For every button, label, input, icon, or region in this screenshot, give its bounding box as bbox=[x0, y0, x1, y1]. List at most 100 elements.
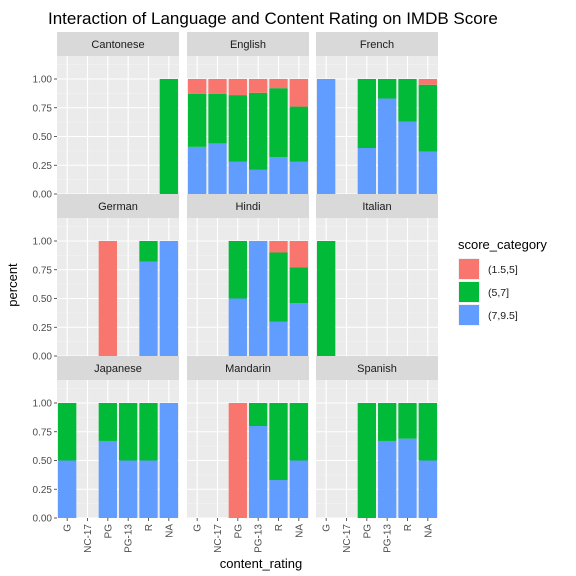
legend-entry-1-5-5: (1.5,5] bbox=[458, 258, 518, 280]
x-tick-label: NA bbox=[423, 524, 434, 538]
y-tick-label: 0.50 bbox=[33, 132, 53, 143]
strip-mandarin bbox=[187, 356, 309, 380]
bar-hindi-na-5-7 bbox=[289, 267, 308, 304]
bar-hindi-pg-13-7-9-5 bbox=[249, 241, 268, 356]
strip-label: Mandarin bbox=[225, 363, 271, 375]
x-tick-label: R bbox=[274, 524, 285, 531]
panel-german: German 0.00 0.25 0.50 0.75 1.00 bbox=[33, 194, 179, 363]
bar-japanese-g-7-9-5 bbox=[58, 460, 77, 518]
strip-cantonese bbox=[57, 32, 179, 56]
strip-label: English bbox=[230, 39, 266, 51]
panel-english: English bbox=[187, 32, 309, 195]
bar-spanish-na-7-9-5 bbox=[418, 460, 437, 518]
x-tick-label: NA bbox=[164, 524, 175, 538]
x-tick-label: PG bbox=[362, 524, 373, 539]
bar-english-pg-5-7 bbox=[228, 95, 247, 162]
bar-mandarin-pg-1-5-5 bbox=[228, 403, 247, 518]
bar-mandarin-r-7-9-5 bbox=[269, 480, 288, 518]
panel-french: French bbox=[316, 32, 438, 195]
bar-spanish-r-7-9-5 bbox=[398, 438, 417, 518]
bar-japanese-pg-13-5-7 bbox=[119, 403, 138, 461]
bar-english-nc-17-1-5-5 bbox=[208, 79, 227, 94]
bar-japanese-g-5-7 bbox=[58, 403, 77, 461]
bar-spanish-pg-13-7-9-5 bbox=[378, 440, 397, 518]
bar-japanese-r-5-7 bbox=[139, 403, 158, 461]
strip-label: Hindi bbox=[235, 201, 260, 213]
y-tick-label: 0.75 bbox=[33, 103, 53, 114]
bar-mandarin-na-5-7 bbox=[289, 403, 308, 461]
bar-english-r-7-9-5 bbox=[269, 157, 288, 194]
bar-mandarin-r-5-7 bbox=[269, 403, 288, 481]
strip-japanese bbox=[57, 356, 179, 380]
legend-key-swatch bbox=[459, 282, 479, 302]
strip-english bbox=[187, 32, 309, 56]
bar-german-r-7-9-5 bbox=[139, 261, 158, 356]
bar-english-na-7-9-5 bbox=[289, 161, 308, 194]
bar-english-pg-13-7-9-5 bbox=[249, 169, 268, 194]
legend-label: (7,9.5] bbox=[488, 310, 518, 322]
bar-japanese-pg-5-7 bbox=[98, 403, 117, 441]
x-axis-title: content_rating bbox=[220, 556, 302, 571]
legend-label: (1.5,5] bbox=[488, 264, 518, 276]
y-tick-label: 0.00 bbox=[33, 190, 53, 201]
x-tick-label: NC-17 bbox=[83, 524, 94, 553]
bar-hindi-r-7-9-5 bbox=[269, 321, 288, 356]
bar-english-r-5-7 bbox=[269, 88, 288, 158]
bar-mandarin-pg-13-7-9-5 bbox=[249, 426, 268, 518]
bar-cantonese-na-5-7 bbox=[159, 79, 178, 194]
bar-french-pg-7-9-5 bbox=[357, 148, 376, 194]
bar-hindi-na-7-9-5 bbox=[289, 303, 308, 356]
bar-spanish-pg-13-5-7 bbox=[378, 403, 397, 441]
panel-cantonese: Cantonese 0.00 0.25 0.50 0.75 1.00 bbox=[33, 32, 179, 201]
chart-title: Interaction of Language and Content Rati… bbox=[48, 9, 498, 28]
bar-german-pg-1-5-5 bbox=[98, 241, 117, 356]
panel-italian: Italian bbox=[316, 194, 438, 357]
bar-english-nc-17-5-7 bbox=[208, 93, 227, 144]
strip-german bbox=[57, 194, 179, 218]
y-tick-label: 0.00 bbox=[33, 514, 53, 525]
y-tick-label: 1.00 bbox=[33, 75, 53, 86]
bar-italian-g-5-7 bbox=[317, 241, 336, 356]
y-tick-label: 1.00 bbox=[33, 399, 53, 410]
bar-french-na-7-9-5 bbox=[418, 151, 437, 194]
x-tick-label: NA bbox=[294, 524, 305, 538]
y-tick-label: 0.25 bbox=[33, 323, 53, 334]
x-tick-label: G bbox=[63, 524, 74, 532]
bar-japanese-pg-7-9-5 bbox=[98, 440, 117, 518]
bar-mandarin-na-7-9-5 bbox=[289, 460, 308, 518]
bar-english-na-5-7 bbox=[289, 106, 308, 162]
bar-hindi-r-5-7 bbox=[269, 252, 288, 322]
strip-french bbox=[316, 32, 438, 56]
y-tick-label: 0.25 bbox=[33, 485, 53, 496]
bar-english-na-1-5-5 bbox=[289, 79, 308, 107]
bar-hindi-na-1-5-5 bbox=[289, 241, 308, 268]
x-tick-label: NC-17 bbox=[342, 524, 353, 553]
panel-japanese: Japanese 0.00 0.25 0.50 0.75 1.00 G NC-17 PG PG-1… bbox=[33, 356, 179, 553]
x-tick-label: R bbox=[144, 524, 155, 531]
x-tick-label: PG-13 bbox=[124, 524, 135, 553]
strip-spanish bbox=[316, 356, 438, 380]
bar-japanese-na-7-9-5 bbox=[159, 403, 178, 518]
bar-japanese-r-7-9-5 bbox=[139, 460, 158, 518]
x-tick-label: NC-17 bbox=[213, 524, 224, 553]
bar-english-nc-17-7-9-5 bbox=[208, 143, 227, 194]
bar-english-pg-1-5-5 bbox=[228, 79, 247, 96]
y-tick-label: 0.50 bbox=[33, 456, 53, 467]
bar-english-g-1-5-5 bbox=[188, 79, 207, 94]
legend-entry-5-7: (5,7] bbox=[458, 281, 509, 303]
bar-french-na-1-5-5 bbox=[418, 79, 437, 85]
bar-english-pg-13-1-5-5 bbox=[249, 79, 268, 93]
bar-english-pg-7-9-5 bbox=[228, 161, 247, 194]
legend-key-swatch bbox=[459, 305, 479, 325]
legend-entry-7-9-5: (7,9.5] bbox=[458, 304, 518, 326]
legend-title: score_category bbox=[458, 237, 547, 252]
y-tick-label: 0.25 bbox=[33, 161, 53, 172]
x-tick-label: PG bbox=[103, 524, 114, 539]
bar-french-g-7-9-5 bbox=[317, 79, 336, 194]
bar-japanese-pg-13-7-9-5 bbox=[119, 460, 138, 518]
facet-panels: Cantonese 0.00 0.25 0.50 0.75 1.00 English Fren… bbox=[33, 32, 438, 553]
strip-label: French bbox=[360, 39, 394, 51]
bar-french-na-5-7 bbox=[418, 84, 437, 152]
bar-english-g-7-9-5 bbox=[188, 146, 207, 194]
